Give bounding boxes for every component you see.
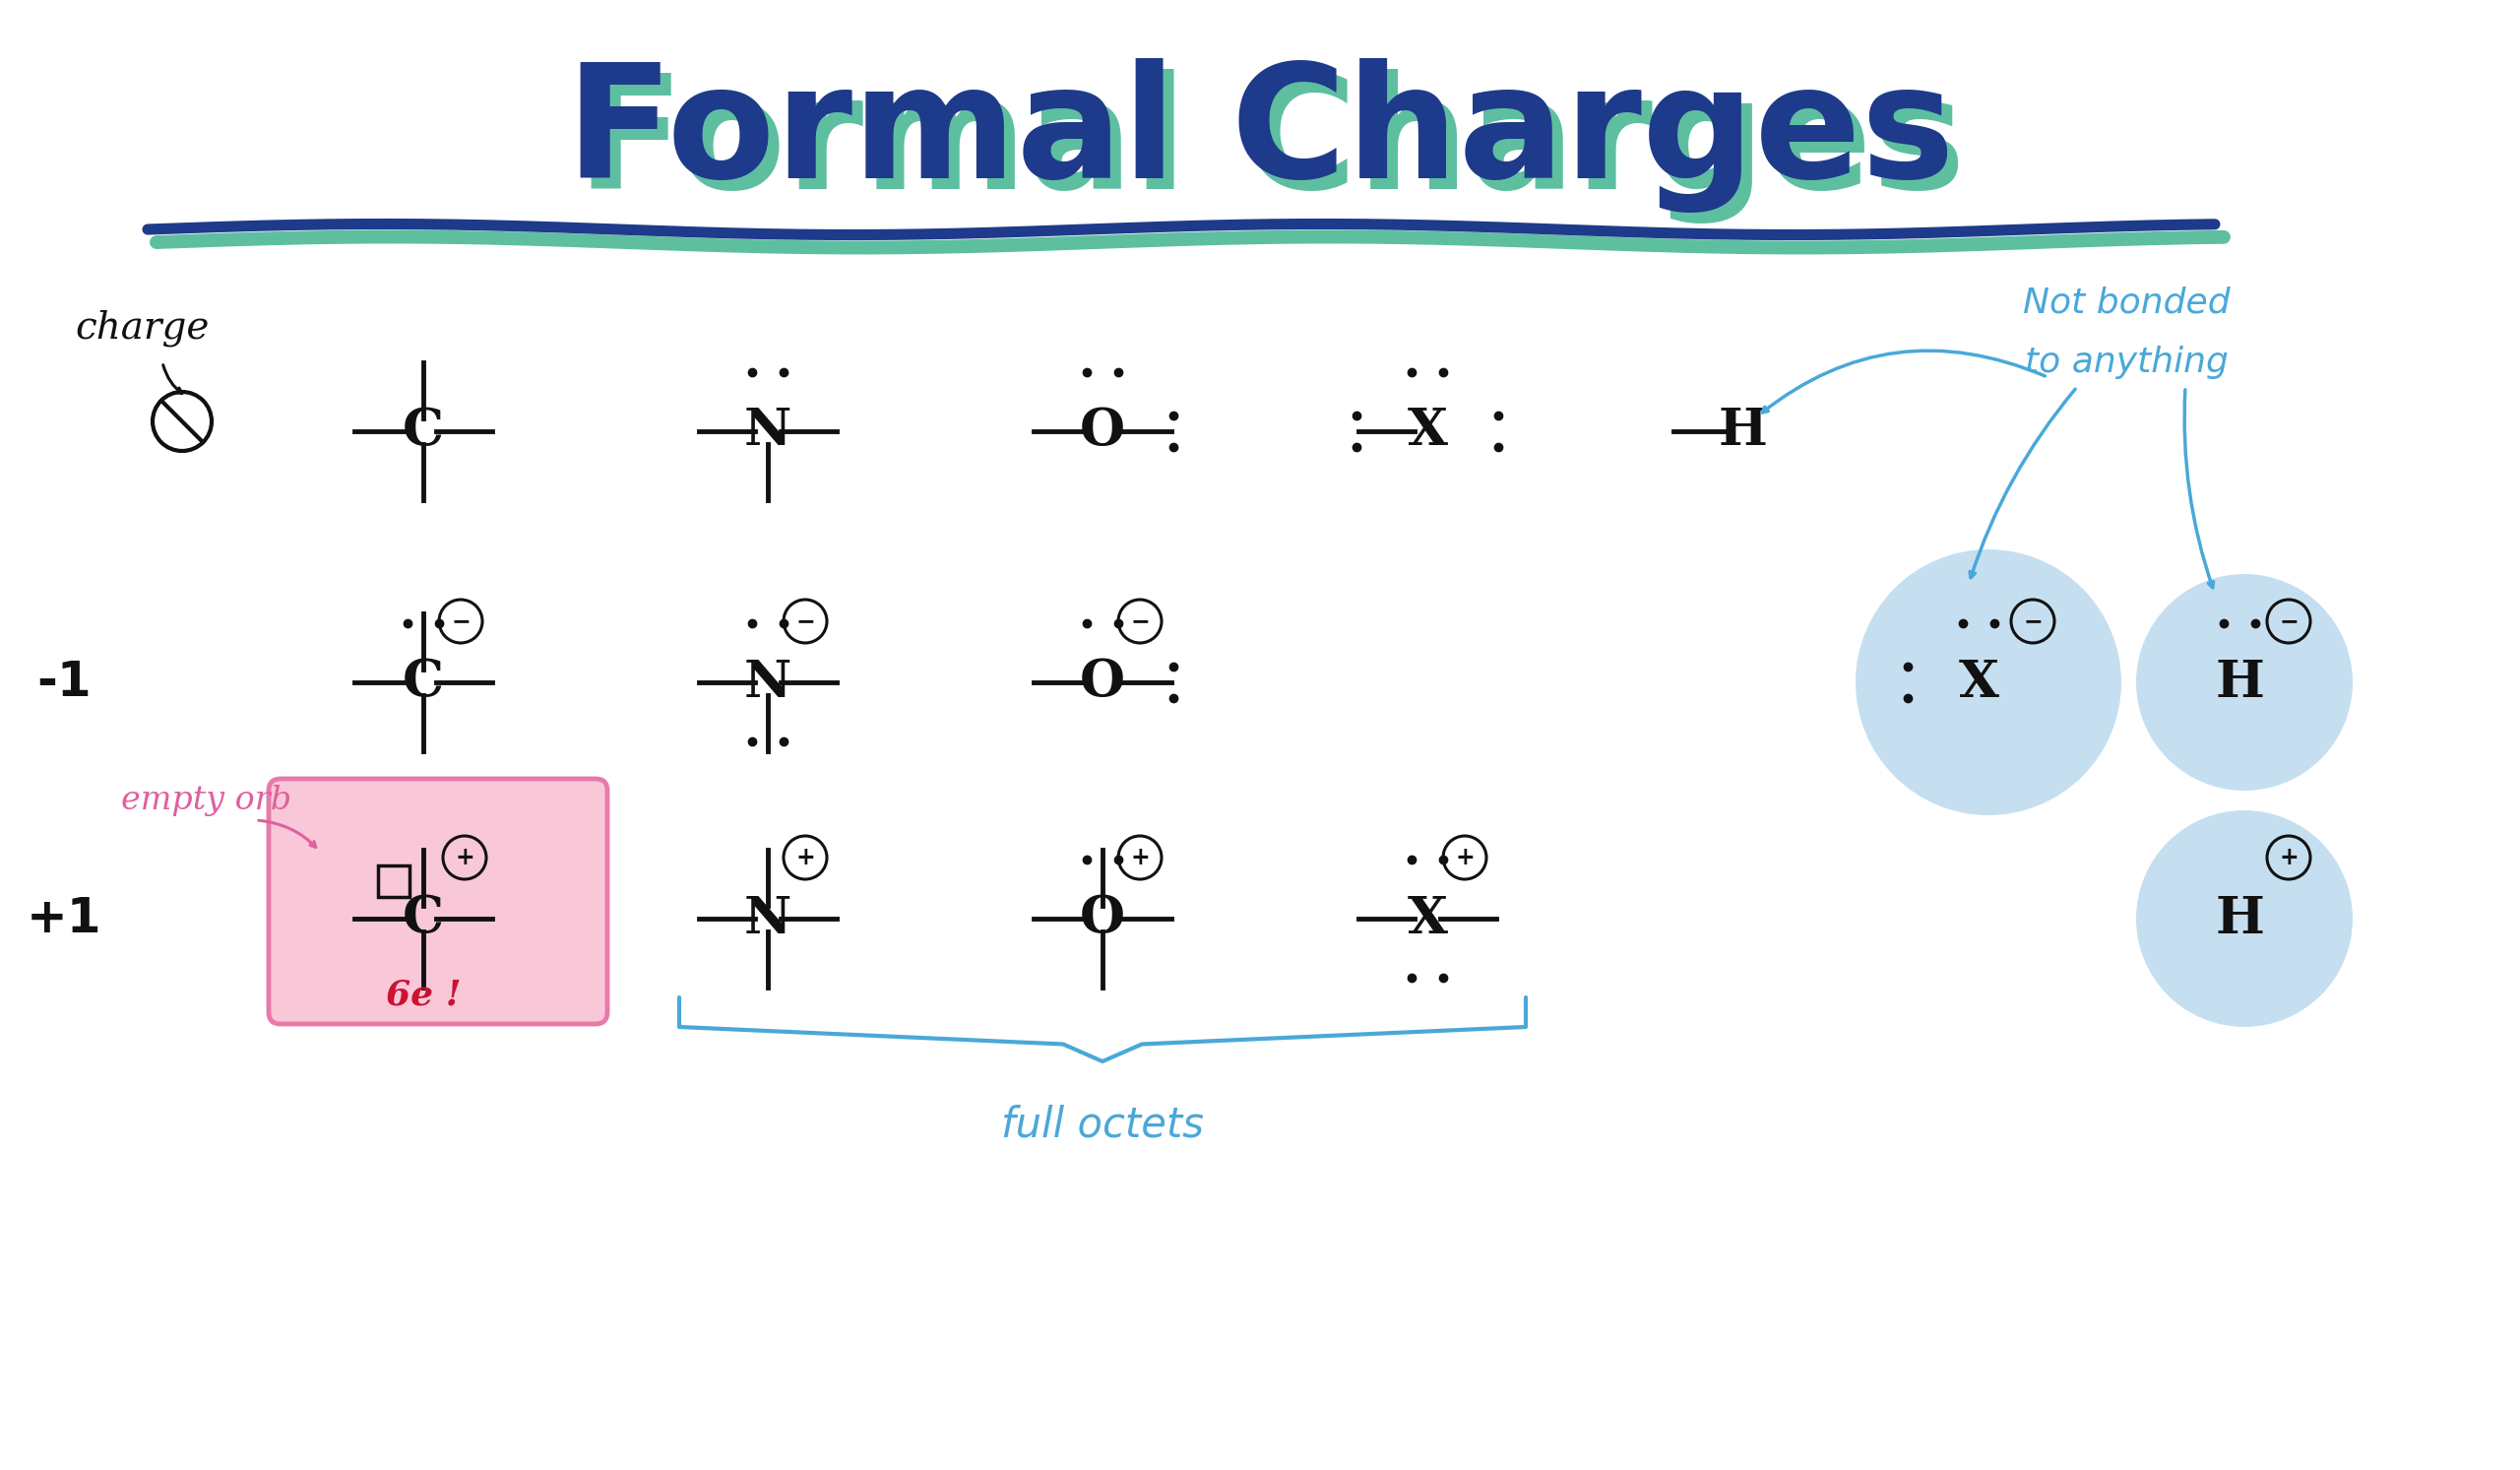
Text: +1: +1	[25, 895, 101, 942]
Text: −: −	[1129, 610, 1149, 634]
Text: +: +	[1454, 845, 1474, 869]
Text: to anything: to anything	[2024, 345, 2228, 379]
Circle shape	[2137, 573, 2354, 791]
Text: C: C	[403, 894, 444, 944]
Text: H: H	[2215, 894, 2263, 944]
Text: -1: -1	[38, 659, 91, 706]
Text: X: X	[1958, 657, 1998, 707]
Text: full octets: full octets	[1000, 1105, 1205, 1147]
Circle shape	[1855, 550, 2122, 816]
Text: +: +	[2278, 845, 2298, 869]
FancyBboxPatch shape	[270, 779, 607, 1025]
Text: +: +	[456, 845, 474, 869]
Text: empty orb: empty orb	[121, 785, 292, 816]
Text: O: O	[1081, 406, 1124, 456]
Text: +: +	[796, 845, 814, 869]
Text: X: X	[1406, 894, 1446, 944]
Text: N: N	[743, 894, 791, 944]
Text: C: C	[403, 657, 444, 707]
Text: H: H	[1719, 406, 1767, 456]
Text: H: H	[2215, 657, 2263, 707]
Text: N: N	[743, 406, 791, 456]
Text: Formal Charges: Formal Charges	[564, 59, 1956, 213]
Text: N: N	[743, 657, 791, 707]
Text: Not bonded: Not bonded	[2024, 287, 2230, 320]
Text: O: O	[1081, 894, 1124, 944]
Text: 6e !: 6e !	[386, 979, 461, 1013]
Text: C: C	[403, 406, 444, 456]
Circle shape	[2137, 810, 2354, 1028]
Bar	[378, 866, 408, 897]
Text: −: −	[796, 610, 814, 634]
Text: X: X	[1406, 406, 1446, 456]
Text: −: −	[2278, 610, 2298, 634]
Text: Formal Charges: Formal Charges	[577, 69, 1966, 223]
Text: +: +	[1129, 845, 1149, 869]
Text: O: O	[1081, 657, 1124, 707]
Text: charge: charge	[76, 309, 209, 347]
Text: −: −	[451, 610, 471, 634]
Text: −: −	[2024, 610, 2041, 634]
